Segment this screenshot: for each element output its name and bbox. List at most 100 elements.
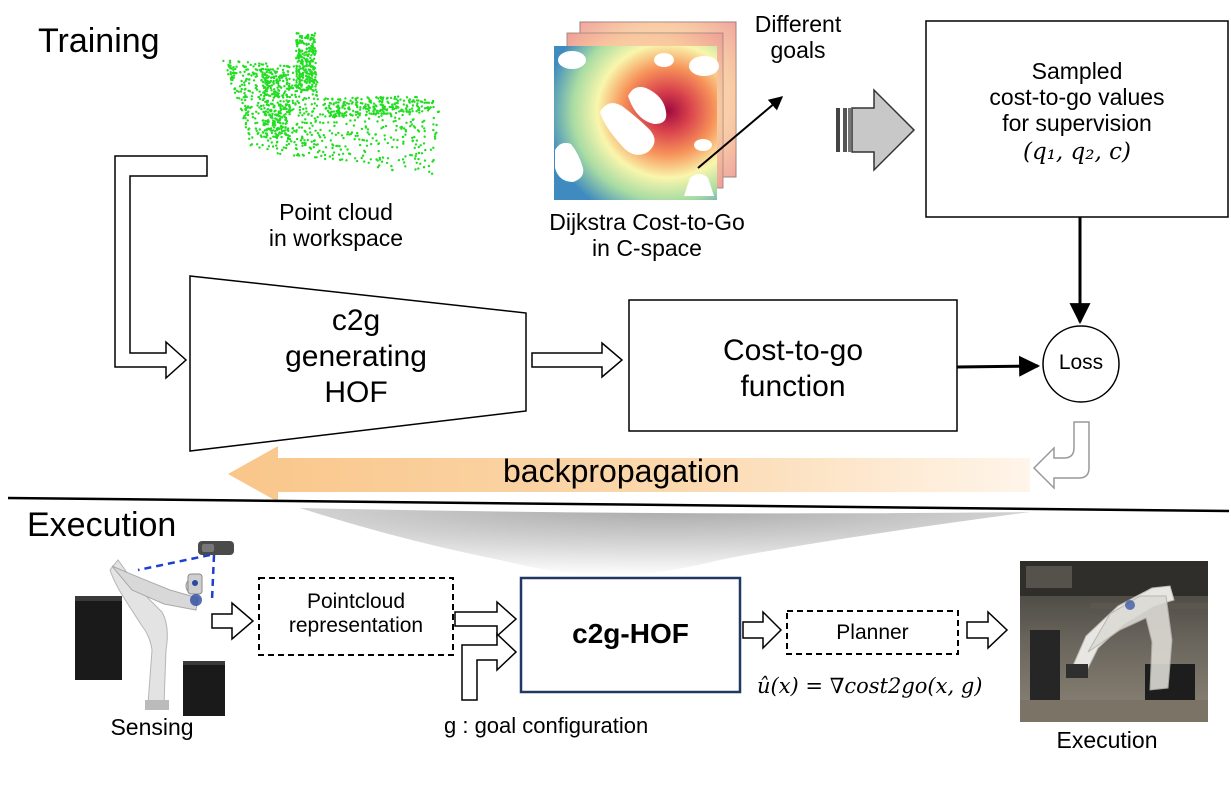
point-cloud-point bbox=[390, 105, 393, 109]
point-cloud-point bbox=[374, 133, 377, 136]
point-cloud-point bbox=[279, 99, 282, 103]
point-cloud-point bbox=[243, 81, 246, 84]
point-cloud-point bbox=[310, 65, 313, 68]
execution-image-label: Execution bbox=[1056, 727, 1158, 753]
goal-to-hof-arrow bbox=[461, 632, 518, 701]
point-cloud-point bbox=[339, 99, 342, 102]
point-cloud-point bbox=[295, 143, 298, 147]
point-cloud-point bbox=[380, 114, 383, 117]
point-cloud-point bbox=[302, 67, 305, 71]
point-cloud-point bbox=[310, 140, 313, 143]
point-cloud-point bbox=[307, 46, 311, 50]
point-cloud-point bbox=[245, 78, 248, 81]
point-cloud-point bbox=[422, 142, 426, 145]
point-cloud-point bbox=[394, 116, 397, 119]
point-cloud-point bbox=[395, 101, 398, 105]
point-cloud-point bbox=[266, 139, 270, 142]
point-cloud-point bbox=[420, 152, 424, 155]
point-cloud-point bbox=[344, 97, 347, 100]
point-cloud-point bbox=[321, 139, 324, 143]
point-cloud-point bbox=[358, 108, 362, 111]
point-cloud-point bbox=[382, 110, 385, 113]
point-cloud-point bbox=[273, 110, 276, 113]
point-cloud-point bbox=[286, 134, 290, 137]
point-cloud-point bbox=[271, 112, 274, 116]
point-cloud-point bbox=[347, 102, 351, 106]
point-cloud-point bbox=[284, 73, 287, 77]
point-cloud-point bbox=[359, 101, 362, 105]
point-cloud-point bbox=[300, 126, 304, 129]
point-cloud-point bbox=[228, 61, 232, 64]
point-cloud-point bbox=[281, 122, 285, 125]
point-cloud-point bbox=[271, 68, 275, 71]
point-cloud-point bbox=[301, 75, 304, 78]
point-cloud-point bbox=[372, 102, 376, 105]
point-cloud-point bbox=[432, 128, 435, 132]
point-cloud-point bbox=[264, 68, 267, 71]
point-cloud-point bbox=[314, 85, 317, 88]
point-cloud-point bbox=[305, 78, 308, 81]
point-cloud-point bbox=[303, 42, 306, 45]
point-cloud-point bbox=[309, 38, 312, 41]
point-cloud-point bbox=[298, 95, 301, 98]
point-cloud-point bbox=[266, 68, 269, 72]
point-cloud-point bbox=[328, 155, 332, 158]
point-cloud-point bbox=[398, 110, 401, 113]
sensing-label: Sensing bbox=[110, 714, 194, 740]
point-cloud-point bbox=[365, 144, 369, 147]
point-cloud-point bbox=[404, 128, 407, 132]
point-cloud-point bbox=[248, 137, 251, 140]
point-cloud-point bbox=[245, 95, 248, 99]
point-cloud-point bbox=[244, 114, 247, 117]
point-cloud-point bbox=[280, 132, 283, 135]
point-cloud-point bbox=[274, 117, 277, 120]
point-cloud-point bbox=[255, 110, 258, 114]
point-cloud-point bbox=[413, 146, 416, 150]
point-cloud-point bbox=[323, 136, 326, 139]
point-cloud-point bbox=[311, 93, 314, 96]
point-cloud-point bbox=[267, 145, 271, 148]
point-cloud-point bbox=[249, 63, 252, 67]
point-cloud-point bbox=[366, 128, 370, 131]
point-cloud-label: Point cloud in workspace bbox=[268, 199, 404, 251]
point-cloud-point bbox=[383, 134, 386, 137]
point-cloud-point bbox=[387, 101, 390, 105]
point-cloud-point bbox=[277, 84, 280, 87]
point-cloud-point bbox=[291, 127, 295, 130]
point-cloud-point bbox=[323, 102, 327, 106]
point-cloud-point bbox=[364, 126, 368, 129]
point-cloud-point bbox=[268, 68, 271, 72]
point-cloud-point bbox=[247, 110, 250, 113]
point-cloud-point bbox=[316, 115, 319, 119]
point-cloud-point bbox=[259, 104, 263, 108]
point-cloud-point bbox=[401, 113, 404, 117]
point-cloud-point bbox=[278, 132, 281, 135]
point-cloud-point bbox=[432, 116, 435, 120]
point-cloud-point bbox=[257, 131, 260, 134]
point-cloud-point bbox=[356, 101, 359, 104]
point-cloud-point bbox=[266, 108, 270, 111]
point-cloud-point bbox=[315, 94, 319, 97]
point-cloud-point bbox=[332, 151, 336, 154]
point-cloud-point bbox=[380, 97, 383, 100]
cost-to-go-function-label: Cost-to-go function bbox=[722, 334, 864, 403]
point-cloud-point bbox=[307, 42, 310, 46]
point-cloud-point bbox=[338, 145, 341, 148]
point-cloud-point bbox=[296, 100, 299, 103]
point-cloud-point bbox=[419, 100, 423, 103]
point-cloud-point bbox=[276, 80, 279, 83]
point-cloud-point bbox=[406, 105, 409, 108]
point-cloud-point bbox=[418, 108, 421, 112]
point-cloud-point bbox=[258, 90, 261, 93]
point-cloud-point bbox=[377, 115, 381, 119]
point-cloud-point bbox=[269, 137, 272, 140]
point-cloud-point bbox=[380, 160, 384, 163]
point-cloud-point bbox=[400, 127, 403, 130]
point-cloud-point bbox=[262, 104, 265, 107]
point-cloud-point bbox=[364, 114, 368, 117]
point-cloud-point bbox=[304, 103, 307, 106]
point-cloud-point bbox=[316, 98, 319, 101]
point-cloud-point bbox=[305, 70, 309, 73]
point-cloud-point bbox=[294, 147, 298, 150]
point-cloud-point bbox=[287, 142, 291, 146]
